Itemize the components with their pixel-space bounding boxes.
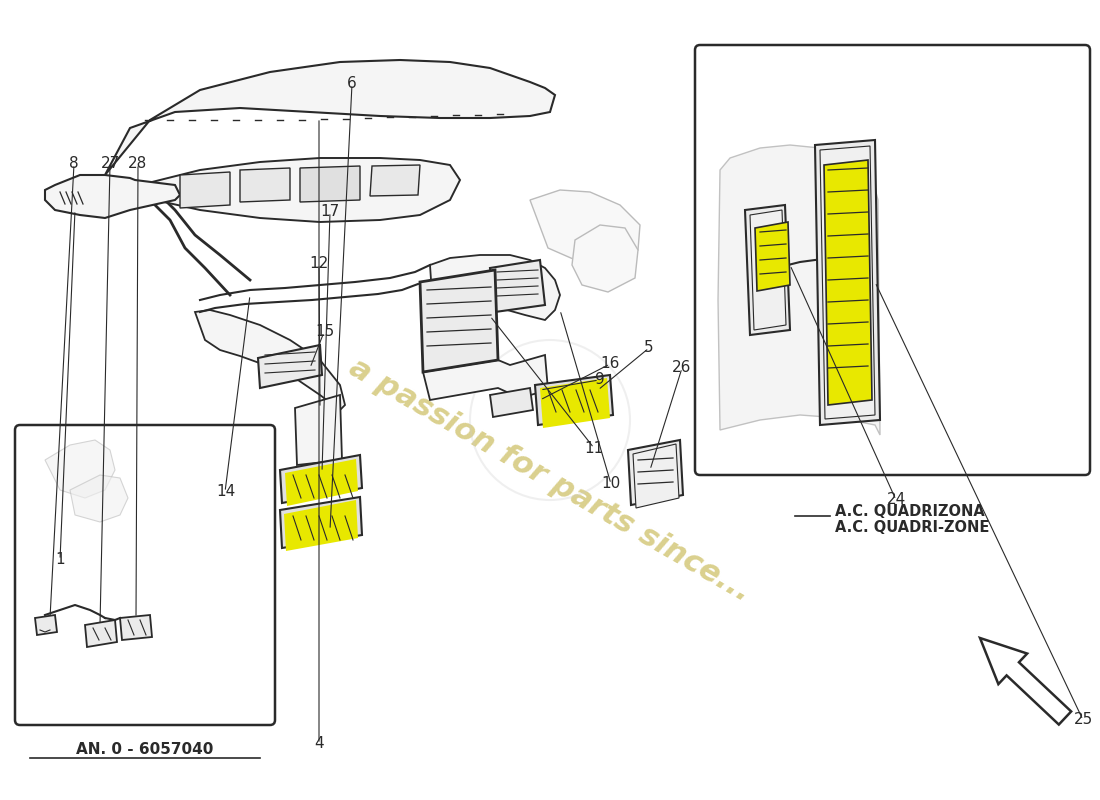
Polygon shape (820, 146, 874, 419)
Polygon shape (632, 444, 679, 508)
Polygon shape (718, 145, 880, 435)
Text: 27: 27 (100, 157, 120, 171)
Text: A.C. QUADRI-ZONE: A.C. QUADRI-ZONE (835, 521, 989, 535)
Polygon shape (258, 345, 322, 388)
FancyArrow shape (980, 638, 1071, 725)
Polygon shape (295, 395, 342, 465)
Polygon shape (540, 378, 611, 428)
FancyBboxPatch shape (695, 45, 1090, 475)
Text: 10: 10 (601, 477, 620, 491)
Text: AN. 0 - 6057040: AN. 0 - 6057040 (76, 742, 213, 758)
Polygon shape (280, 497, 362, 548)
Text: 4: 4 (315, 737, 323, 751)
Polygon shape (490, 388, 534, 417)
Polygon shape (424, 355, 548, 400)
Polygon shape (745, 205, 790, 335)
Polygon shape (420, 270, 498, 372)
Polygon shape (45, 175, 180, 218)
Text: A.C. QUADRIZONA: A.C. QUADRIZONA (835, 505, 984, 519)
Text: 25: 25 (1074, 713, 1093, 727)
Polygon shape (370, 165, 420, 196)
Polygon shape (195, 310, 345, 410)
Text: 1: 1 (56, 553, 65, 567)
Polygon shape (490, 260, 544, 312)
Text: 5: 5 (645, 341, 653, 355)
Polygon shape (140, 158, 460, 222)
Polygon shape (815, 140, 880, 425)
Polygon shape (70, 475, 128, 522)
Text: 28: 28 (128, 157, 147, 171)
Polygon shape (300, 166, 360, 202)
Polygon shape (284, 500, 358, 551)
Polygon shape (628, 440, 683, 505)
FancyBboxPatch shape (15, 425, 275, 725)
Polygon shape (35, 615, 57, 635)
Polygon shape (535, 375, 613, 425)
Polygon shape (430, 255, 560, 320)
Polygon shape (120, 615, 152, 640)
Text: 15: 15 (315, 325, 334, 339)
Text: 6: 6 (348, 77, 356, 91)
Text: 24: 24 (887, 493, 906, 507)
Text: 12: 12 (309, 257, 329, 271)
Text: 8: 8 (69, 157, 78, 171)
Polygon shape (45, 440, 116, 498)
Polygon shape (240, 168, 290, 202)
Text: 16: 16 (601, 357, 620, 371)
Text: 17: 17 (320, 205, 340, 219)
Polygon shape (285, 459, 358, 506)
Polygon shape (180, 172, 230, 208)
Text: 11: 11 (584, 441, 604, 455)
Text: 14: 14 (216, 485, 235, 499)
Text: a passion for parts since...: a passion for parts since... (344, 353, 756, 607)
Polygon shape (755, 222, 790, 291)
Polygon shape (280, 455, 362, 503)
Text: 9: 9 (595, 373, 604, 387)
Polygon shape (85, 620, 117, 647)
Text: 26: 26 (672, 361, 692, 375)
Polygon shape (530, 190, 640, 268)
Polygon shape (572, 225, 638, 292)
Polygon shape (750, 210, 786, 330)
Polygon shape (824, 160, 872, 405)
Polygon shape (104, 60, 556, 175)
